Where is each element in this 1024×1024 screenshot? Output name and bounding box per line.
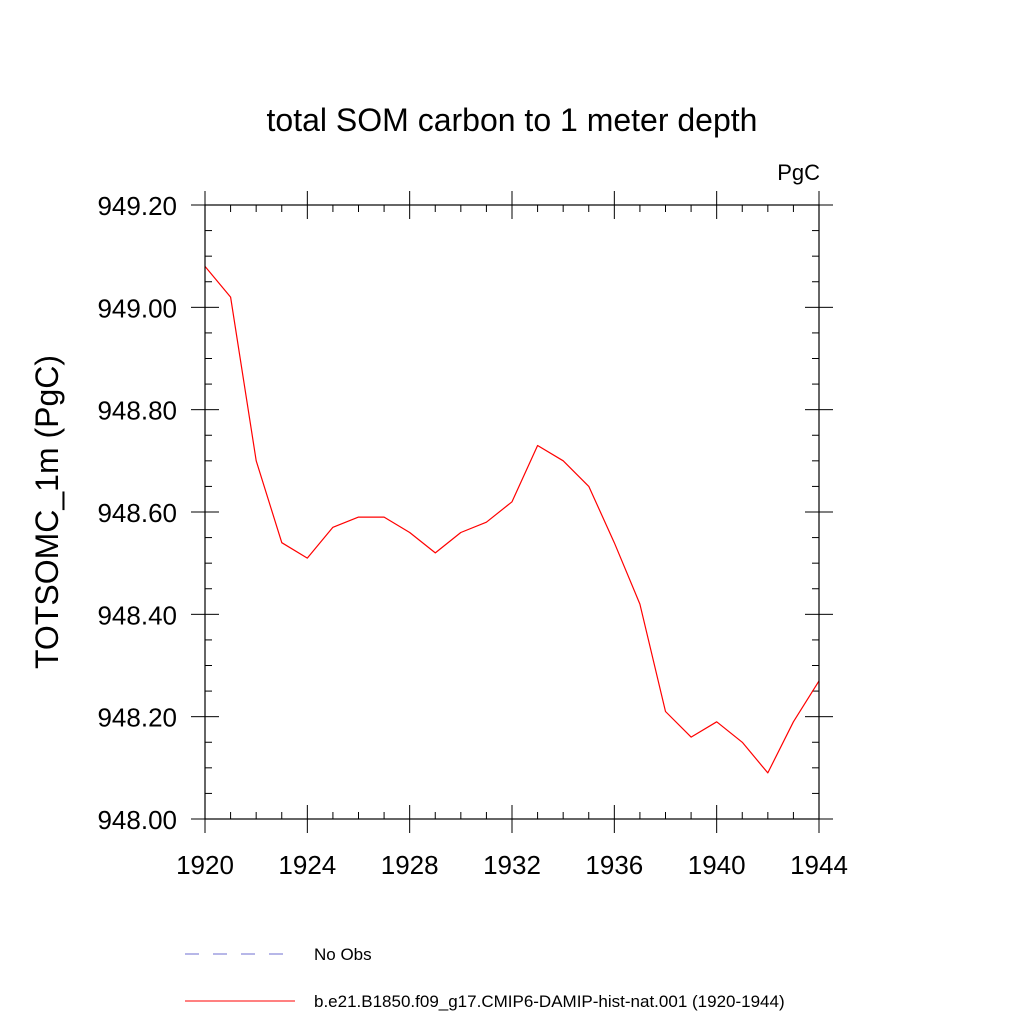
plot-frame — [204, 204, 820, 820]
y-tick-label: 948.80 — [97, 396, 177, 426]
x-tick-label: 1944 — [790, 850, 848, 880]
x-tick-label: 1932 — [483, 850, 541, 880]
legend-label: b.e21.B1850.f09_g17.CMIP6-DAMIP-hist-nat… — [314, 992, 785, 1011]
y-tick-label: 949.20 — [97, 191, 177, 221]
x-tick-label: 1920 — [176, 850, 234, 880]
legend-label: No Obs — [314, 945, 372, 964]
x-tick-label: 1936 — [585, 850, 643, 880]
series-layer — [204, 266, 820, 774]
x-tick-label: 1928 — [381, 850, 439, 880]
legend: No Obs b.e21.B1850.f09_g17.CMIP6-DAMIP-hi… — [185, 945, 785, 1011]
x-tick-label: 1940 — [688, 850, 746, 880]
series-line — [204, 266, 820, 774]
y-tick-label: 948.00 — [97, 805, 177, 835]
chart-title: total SOM carbon to 1 meter depth — [267, 102, 758, 138]
units-label: PgC — [777, 160, 820, 185]
axis-ticks — [191, 191, 833, 833]
y-tick-label: 949.00 — [97, 293, 177, 323]
y-axis-label: TOTSOMC_1m (PgC) — [29, 355, 65, 669]
y-tick-label: 948.60 — [97, 498, 177, 528]
y-tick-label: 948.20 — [97, 703, 177, 733]
x-tick-label: 1924 — [278, 850, 336, 880]
tick-labels: 1920 1924 1928 1932 1936 1940 1944 948.00 948.20… — [97, 191, 847, 880]
y-tick-label: 948.40 — [97, 600, 177, 630]
